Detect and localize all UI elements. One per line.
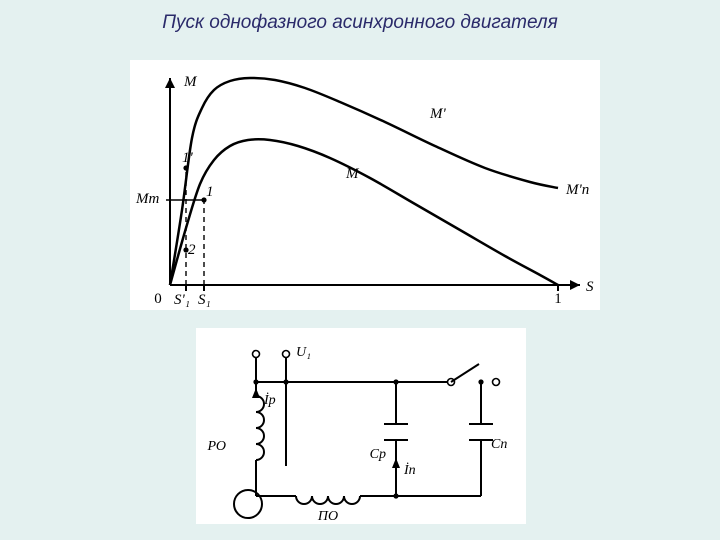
torque-slip-chart: М S 0 1 Мт М'п 1' 1 2 S'₁ S₁ М М' <box>130 60 600 310</box>
svg-text:İр: İр <box>263 392 276 408</box>
page-title: Пуск однофазного асинхронного двигателя <box>0 12 720 34</box>
svg-text:Ср: Ср <box>370 447 386 462</box>
svg-text:М': М' <box>429 106 446 122</box>
chart-canvas: М S 0 1 Мт М'п 1' 1 2 S'₁ S₁ М М' <box>130 60 600 310</box>
svg-text:М: М <box>345 166 360 182</box>
svg-text:Сп: Сп <box>491 437 507 452</box>
svg-text:РО: РО <box>207 439 226 454</box>
svg-text:М'п: М'п <box>565 182 589 198</box>
svg-text:S'₁: S'₁ <box>174 292 190 308</box>
svg-text:1': 1' <box>182 150 194 166</box>
svg-text:1: 1 <box>554 291 562 307</box>
motor-circuit-diagram: U₁ İр РО ПО Ср İп Сп <box>196 328 526 524</box>
svg-text:2: 2 <box>188 242 196 258</box>
svg-text:0: 0 <box>154 291 162 307</box>
svg-text:İп: İп <box>403 462 416 478</box>
svg-text:Мт: Мт <box>135 191 159 207</box>
svg-text:ПО: ПО <box>317 509 338 524</box>
svg-text:U₁: U₁ <box>296 345 311 360</box>
svg-text:1: 1 <box>206 184 214 200</box>
slide: Пуск однофазного асинхронного двигателя … <box>0 0 720 540</box>
svg-text:М: М <box>183 74 198 90</box>
svg-text:S: S <box>586 279 594 295</box>
svg-text:S₁: S₁ <box>198 292 211 308</box>
circuit-canvas: U₁ İр РО ПО Ср İп Сп <box>196 328 526 524</box>
